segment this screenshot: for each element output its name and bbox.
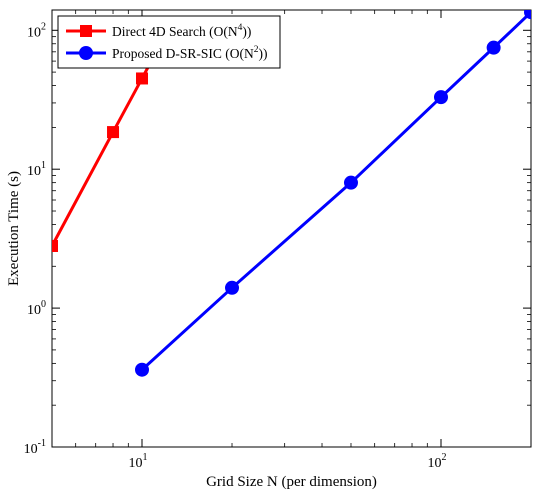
axes-frame [51, 9, 532, 448]
y-tick-label: 101 [27, 160, 46, 179]
legend-marker-1 [80, 25, 92, 37]
x-axis-title: Grid Size N (per dimension) [206, 474, 377, 490]
legend-box [57, 15, 281, 69]
y-axis-title: Execution Time (s) [6, 171, 22, 286]
x-tick-label: 101 [129, 452, 148, 471]
x-tick-label: 102 [427, 452, 446, 471]
legend-label-1: Direct 4D Search (O(N4)) [112, 23, 251, 39]
legend-marker-2 [79, 46, 93, 60]
legend-label-2: Proposed D-SR-SIC (O(N2)) [112, 45, 268, 61]
legend: Direct 4D Search (O(N4)) Proposed D-SR-SI… [57, 15, 281, 69]
series-2-point [486, 40, 501, 55]
series-2-point [225, 280, 240, 295]
y-tick-label: 10-1 [24, 438, 46, 457]
series-2-point [343, 175, 358, 190]
series-1-point [136, 72, 149, 85]
series-2-point [135, 362, 150, 377]
series-1-point [107, 126, 120, 139]
plot-area: 101 102 10-1 100 101 102 Grid Size N (per dime… [6, 9, 532, 490]
series-line-2 [140, 11, 531, 371]
series-1-point [52, 239, 58, 252]
series-2-point [433, 90, 448, 105]
y-tick-label: 100 [27, 299, 46, 318]
series-2-point [524, 10, 531, 20]
y-tick-label: 102 [27, 21, 46, 40]
